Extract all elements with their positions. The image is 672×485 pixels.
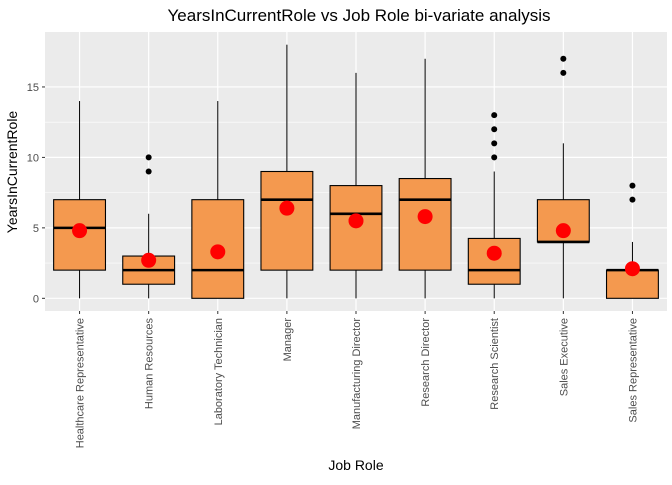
iqr-box — [260, 170, 314, 271]
x-axis: Healthcare Representative Human Resources… — [75, 311, 639, 448]
iqr-box — [536, 199, 590, 243]
y-tick-label: 0 — [33, 293, 39, 305]
y-axis-title: YearsInCurrentRole — [4, 111, 20, 234]
mean-point — [555, 223, 571, 239]
box-8 — [536, 55, 590, 299]
iqr-box — [467, 237, 521, 285]
x-tick-label: Sales Executive — [558, 318, 570, 396]
y-tick-label: 10 — [27, 152, 39, 164]
mean-point — [486, 245, 502, 261]
box-3 — [191, 101, 245, 299]
box-2 — [122, 154, 176, 299]
outlier-point — [491, 112, 498, 119]
mean-point — [348, 213, 364, 229]
boxes-layer — [53, 44, 659, 299]
x-axis-title: Job Role — [328, 457, 383, 473]
y-tick-label: 15 — [27, 82, 39, 94]
box-5 — [329, 72, 383, 299]
x-tick-label: Sales Representative — [627, 318, 639, 423]
x-tick-label: Research Director — [420, 318, 432, 407]
outlier-point — [629, 182, 636, 189]
x-tick-label: Laboratory Technician — [213, 318, 225, 425]
box-9 — [605, 182, 659, 299]
mean-point — [417, 209, 433, 225]
box-7 — [467, 112, 521, 299]
x-tick-label: Human Resources — [144, 318, 156, 410]
mean-point — [279, 200, 295, 216]
iqr-box — [398, 177, 452, 271]
mean-point — [72, 223, 88, 239]
y-tick-label: 5 — [33, 223, 39, 235]
mean-point — [210, 244, 226, 260]
outlier-point — [491, 126, 498, 133]
box-4 — [260, 44, 314, 299]
outlier-point — [629, 196, 636, 203]
chart-title: YearsInCurrentRole vs Job Role bi-variat… — [168, 6, 551, 25]
mean-point — [141, 252, 157, 268]
outlier-point — [491, 154, 498, 161]
y-axis: 0 5 10 15 — [27, 82, 45, 305]
x-tick-label: Manager — [282, 318, 294, 362]
box-1 — [53, 101, 107, 299]
outlier-point — [491, 140, 498, 147]
x-tick-label: Manufacturing Director — [351, 318, 363, 430]
x-tick-label: Research Scientist — [489, 318, 501, 410]
outlier-point — [560, 55, 567, 62]
x-tick-label: Healthcare Representative — [75, 318, 87, 448]
mean-point — [624, 261, 640, 277]
outlier-point — [560, 69, 567, 76]
box-6 — [398, 58, 452, 299]
outlier-point — [145, 168, 152, 175]
outlier-point — [145, 154, 152, 161]
